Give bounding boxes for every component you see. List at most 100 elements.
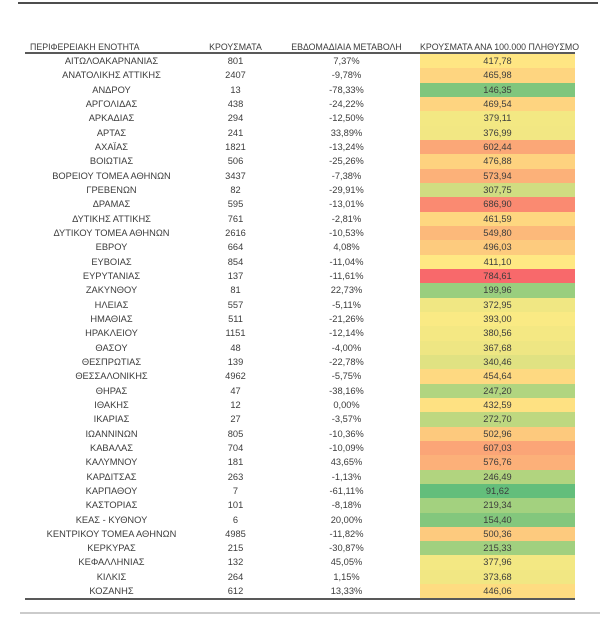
table-row: ΚΕΦΑΛΛΗΝΙΑΣ 132 45,05% 377,96 (25, 555, 575, 570)
per-100k-cell: 367,68 (420, 340, 575, 355)
table-row: ΘΑΣΟΥ 48 -4,00% 367,68 (25, 340, 575, 355)
cases-cell: 761 (227, 213, 244, 224)
cases-cell: 4962 (225, 371, 246, 382)
region-cell: ΗΡΑΚΛΕΙΟΥ (85, 328, 138, 339)
region-cell: ΕΥΒΟΙΑΣ (91, 256, 132, 267)
region-cell: ΖΑΚΥΝΘΟΥ (85, 285, 138, 296)
weekly-change-cell: -3,57% (331, 414, 362, 425)
table-row: ΓΡΕΒΕΝΩΝ 82 -29,91% 307,75 (25, 182, 575, 198)
weekly-change-cell: 45,05% (330, 557, 363, 568)
table-row: ΗΜΑΘΙΑΣ 511 -21,26% 393,00 (25, 311, 575, 327)
per-100k-cell: 146,35 (420, 82, 575, 97)
region-cell: ΔΥΤΙΚΟΥ ΤΟΜΕΑ ΑΘΗΝΩΝ (53, 227, 170, 238)
region-cell: ΑΡΤΑΣ (96, 127, 127, 138)
per-100k-cell: 372,95 (420, 297, 575, 312)
table-row: ΙΘΑΚΗΣ 12 0,00% 432,59 (25, 397, 575, 413)
cases-cell: 82 (230, 184, 241, 195)
table-row: ΔΥΤΙΚΗΣ ΑΤΤΙΚΗΣ 761 -2,81% 461,59 (25, 211, 575, 226)
weekly-change-cell: -22,78% (329, 356, 364, 367)
cases-cell: 1151 (225, 328, 246, 339)
cases-cell: 805 (227, 428, 244, 439)
table-row: ΒΟΡΕΙΟΥ ΤΟΜΕΑ ΑΘΗΝΩΝ 3437 -7,38% 573,94 (25, 168, 575, 183)
region-cell: ΚΟΖΑΝΗΣ (89, 586, 134, 597)
cases-cell: 12 (230, 399, 241, 410)
weekly-change-cell: -61,11% (329, 485, 364, 496)
table-header-row: ΠΕΡΙΦΕΡΕΙΑΚΗ ΕΝΟΤΗΤΑ ΚΡΟΥΣΜΑΤΑ ΕΒΔΟΜΑΔΙΑ… (25, 38, 579, 54)
cases-cell: 4985 (225, 528, 246, 539)
per-100k-cell: 376,99 (420, 125, 575, 140)
region-cell: ΚΑΒΑΛΑΣ (90, 442, 133, 453)
table-row: ΑΡΓΟΛΙΔΑΣ 438 -24,22% 469,54 (25, 96, 575, 112)
weekly-change-cell: 1,15% (333, 571, 360, 582)
per-100k-cell: 246,49 (420, 469, 575, 484)
weekly-change-cell: -5,75% (331, 371, 362, 382)
table-row: ΑΝΔΡΟΥ 13 -78,33% 146,35 (25, 82, 575, 97)
region-cell: ΒΟΙΩΤΙΑΣ (89, 156, 134, 167)
per-100k-cell: 411,10 (420, 254, 575, 269)
per-100k-cell: 417,78 (420, 54, 575, 69)
weekly-change-cell: -21,26% (329, 313, 364, 324)
region-cell: ΔΡΑΜΑΣ (92, 199, 131, 210)
cases-cell: 438 (227, 98, 244, 109)
cases-cell: 595 (227, 199, 244, 210)
table-row: ΑΙΤΩΛΟΑΚΑΡΝΑΝΙΑΣ 801 7,37% 417,78 (25, 54, 575, 69)
cases-cell: 7 (232, 485, 239, 496)
table-row: ΚΕΡΚΥΡΑΣ 215 -30,87% 215,33 (25, 541, 575, 556)
weekly-change-cell: 0,00% (333, 399, 360, 410)
cases-cell: 506 (227, 156, 244, 167)
cases-cell: 3437 (225, 170, 246, 181)
cases-cell: 6 (232, 514, 239, 525)
table-row: ΕΒΡΟΥ 664 4,08% 496,03 (25, 240, 575, 255)
region-cell: ΑΡΚΑΔΙΑΣ (88, 113, 135, 124)
region-cell: ΔΥΤΙΚΗΣ ΑΤΤΙΚΗΣ (72, 213, 151, 224)
cases-cell: 132 (227, 557, 244, 568)
weekly-change-cell: -7,38% (331, 170, 362, 181)
table-row: ΙΚΑΡΙΑΣ 27 -3,57% 272,70 (25, 412, 575, 427)
weekly-change-cell: -2,81% (331, 213, 362, 224)
cases-cell: 264 (227, 571, 244, 582)
table-row: ΚΙΛΚΙΣ 264 1,15% 373,68 (25, 569, 575, 585)
per-100k-cell: 154,40 (420, 512, 575, 527)
region-cell: ΑΧΑΪΑΣ (94, 141, 129, 152)
per-100k-cell: 379,11 (420, 111, 575, 126)
weekly-change-cell: -8,18% (331, 500, 362, 511)
weekly-change-cell: -11,82% (329, 528, 364, 539)
weekly-change-cell: 43,65% (330, 457, 363, 468)
per-100k-cell: 393,00 (420, 311, 575, 327)
page-bottom-divider (20, 612, 600, 614)
region-cell: ΑΙΤΩΛΟΑΚΑΡΝΑΝΙΑΣ (64, 56, 159, 66)
weekly-change-cell: -24,22% (329, 98, 364, 109)
cases-cell: 557 (227, 299, 244, 310)
weekly-change-cell: 33,89% (330, 127, 363, 138)
weekly-change-cell: -12,14% (329, 328, 364, 339)
region-cell: ΙΩΑΝΝΙΝΩΝ (85, 428, 138, 439)
region-cell: ΚΑΛΥΜΝΟΥ (85, 457, 138, 468)
region-cell: ΙΘΑΚΗΣ (94, 399, 129, 410)
region-cell: ΑΝΑΤΟΛΙΚΗΣ ΑΤΤΙΚΗΣ (62, 70, 161, 81)
region-cell: ΘΕΣΠΡΩΤΙΑΣ (81, 356, 142, 367)
per-100k-cell: 576,76 (420, 455, 575, 470)
per-100k-cell: 247,20 (420, 383, 575, 398)
cases-cell: 137 (227, 270, 244, 281)
table-row: ΚΑΛΥΜΝΟΥ 181 43,65% 576,76 (25, 455, 575, 470)
weekly-change-cell: -4,00% (331, 342, 362, 353)
col-header-weekly-change: ΕΒΔΟΜΑΔΙΑΙΑ ΜΕΤΑΒΟΛΗ (291, 42, 402, 52)
per-100k-cell: 476,88 (420, 154, 575, 169)
table-row: ΑΡΤΑΣ 241 33,89% 376,99 (25, 125, 575, 140)
cases-cell: 81 (230, 285, 241, 296)
cases-cell: 215 (227, 543, 244, 554)
region-cell: ΑΝΔΡΟΥ (92, 84, 131, 95)
region-cell: ΑΡΓΟΛΙΔΑΣ (85, 98, 138, 109)
per-100k-cell: 446,06 (420, 584, 575, 599)
cases-cell: 263 (227, 471, 244, 482)
table-row: ΚΑΡΠΑΘΟΥ 7 -61,11% 91,62 (25, 483, 575, 499)
table-row: ΚΕΑΣ - ΚΥΘΝΟΥ 6 20,00% 154,40 (25, 512, 575, 527)
per-100k-cell: 454,64 (420, 369, 575, 384)
cases-cell: 241 (227, 127, 244, 138)
weekly-change-cell: -29,91% (329, 184, 364, 195)
region-cell: ΘΕΣΣΑΛΟΝΙΚΗΣ (75, 371, 148, 382)
per-100k-cell: 215,33 (420, 541, 575, 556)
per-100k-cell: 469,54 (420, 96, 575, 112)
weekly-change-cell: -30,87% (329, 543, 364, 554)
table-row: ΚΑΡΔΙΤΣΑΣ 263 -1,13% 246,49 (25, 469, 575, 484)
